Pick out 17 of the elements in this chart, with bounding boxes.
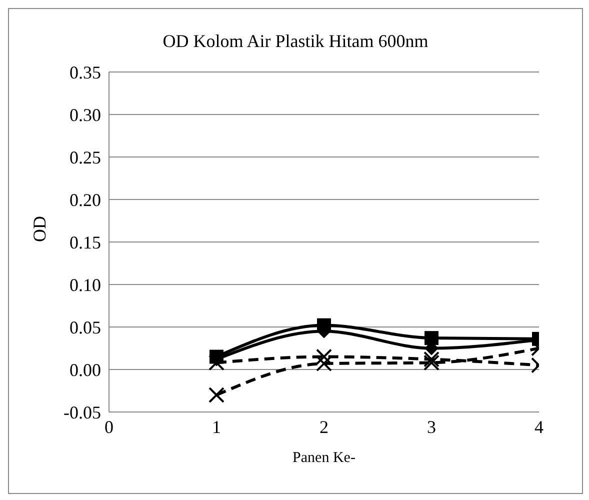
y-tick-label: 0.05 [70,317,101,338]
x-tick-label: 1 [212,416,221,437]
x-tick-label: 2 [320,416,328,437]
y-tick-label: 0.00 [70,360,101,380]
y-tick-label: 0.10 [70,274,101,295]
y-tick-label: -0.05 [64,402,101,422]
y-tick-label: 0.20 [70,190,101,210]
x-tick-label: 0 [104,416,114,437]
y-tick-label: 0.25 [70,147,101,168]
y-tick-label: 0.30 [70,104,101,125]
y-tick-label: 0.35 [70,62,101,82]
y-axis-title: OD [29,216,50,242]
x-axis-title: Panen Ke- [292,450,356,466]
x-tick-label: 4 [534,416,544,437]
y-tick-label: 0.15 [70,232,101,252]
x-tick-label: 3 [427,416,436,437]
chart-title: OD Kolom Air Plastik Hitam 600nm [162,31,430,52]
